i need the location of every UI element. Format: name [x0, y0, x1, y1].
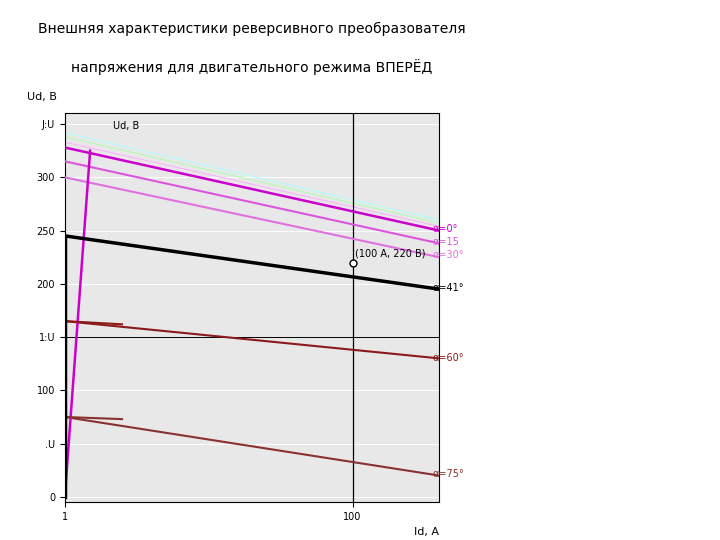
- Text: Ud, В: Ud, В: [27, 92, 58, 102]
- Text: α=41°: α=41°: [433, 283, 464, 293]
- Text: (100 А, 220 В): (100 А, 220 В): [355, 248, 426, 258]
- Text: α=30°: α=30°: [433, 251, 464, 260]
- X-axis label: Id, А: Id, А: [414, 528, 439, 537]
- Text: α=75°: α=75°: [433, 469, 464, 480]
- Text: α=0°: α=0°: [433, 224, 458, 234]
- Text: Внешняя характеристики реверсивного преобразователя: Внешняя характеристики реверсивного прео…: [38, 22, 466, 36]
- Text: α=15: α=15: [433, 237, 459, 247]
- Text: Ud, В: Ud, В: [114, 121, 140, 131]
- Text: напряжения для двигательного режима ВПЕРЁД: напряжения для двигательного режима ВПЕР…: [71, 59, 433, 76]
- Text: α=60°: α=60°: [433, 353, 464, 362]
